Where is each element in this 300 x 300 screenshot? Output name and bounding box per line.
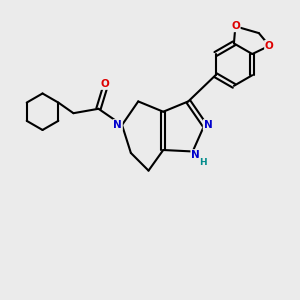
Text: O: O	[100, 79, 109, 89]
Text: O: O	[265, 41, 274, 51]
Text: H: H	[199, 158, 207, 167]
Text: N: N	[204, 120, 212, 130]
Text: N: N	[191, 150, 200, 160]
Text: O: O	[231, 21, 240, 31]
Text: N: N	[113, 120, 122, 130]
